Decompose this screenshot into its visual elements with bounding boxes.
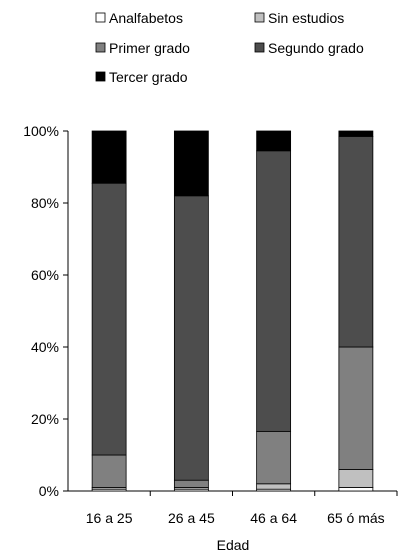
bar-segment — [91, 130, 127, 184]
bars — [91, 130, 374, 492]
legend-swatch — [254, 12, 265, 23]
bar-segment — [256, 150, 292, 432]
x-tick-label: 16 a 25 — [86, 510, 133, 526]
bar-segment — [338, 468, 374, 488]
bar-segment — [338, 135, 374, 348]
y-tick-label: 20% — [31, 411, 59, 427]
y-tick-label: 40% — [31, 339, 59, 355]
bar-segment — [91, 454, 127, 488]
bar-segment — [338, 346, 374, 470]
legend-swatch — [95, 42, 106, 53]
bar-segment — [338, 130, 374, 137]
legend-label: Sin estudios — [268, 10, 344, 26]
legend-swatch — [95, 12, 106, 23]
legend: Analfabetos Sin estudios Primer grado Segun… — [95, 10, 364, 85]
y-tick-label: 60% — [31, 267, 59, 283]
bar-segment — [256, 431, 292, 485]
bar-segment — [256, 130, 292, 152]
x-axis-ticks: 16 a 25 26 a 45 46 a 64 65 ó más — [86, 491, 398, 526]
x-tick-label: 26 a 45 — [168, 510, 215, 526]
legend-label: Tercer grado — [109, 69, 188, 85]
bar-segment — [338, 486, 374, 492]
y-tick-label: 100% — [23, 123, 59, 139]
bar-segment — [91, 182, 127, 456]
legend-label: Primer grado — [109, 40, 190, 56]
x-tick-label: 65 ó más — [327, 510, 385, 526]
bar-segment — [173, 195, 209, 481]
legend-swatch — [254, 42, 265, 53]
bar-segment — [173, 130, 209, 197]
legend-label: Segundo grado — [268, 40, 364, 56]
bar-segment — [256, 483, 292, 490]
bar-segment — [173, 479, 209, 488]
x-axis-label: Edad — [217, 537, 250, 552]
x-tick-label: 46 a 64 — [250, 510, 297, 526]
y-axis-ticks: 0% 20% 40% 60% 80% 100% — [23, 123, 68, 499]
y-tick-label: 80% — [31, 195, 59, 211]
legend-label: Analfabetos — [109, 10, 183, 26]
y-tick-label: 0% — [39, 483, 59, 499]
legend-swatch — [95, 71, 106, 82]
